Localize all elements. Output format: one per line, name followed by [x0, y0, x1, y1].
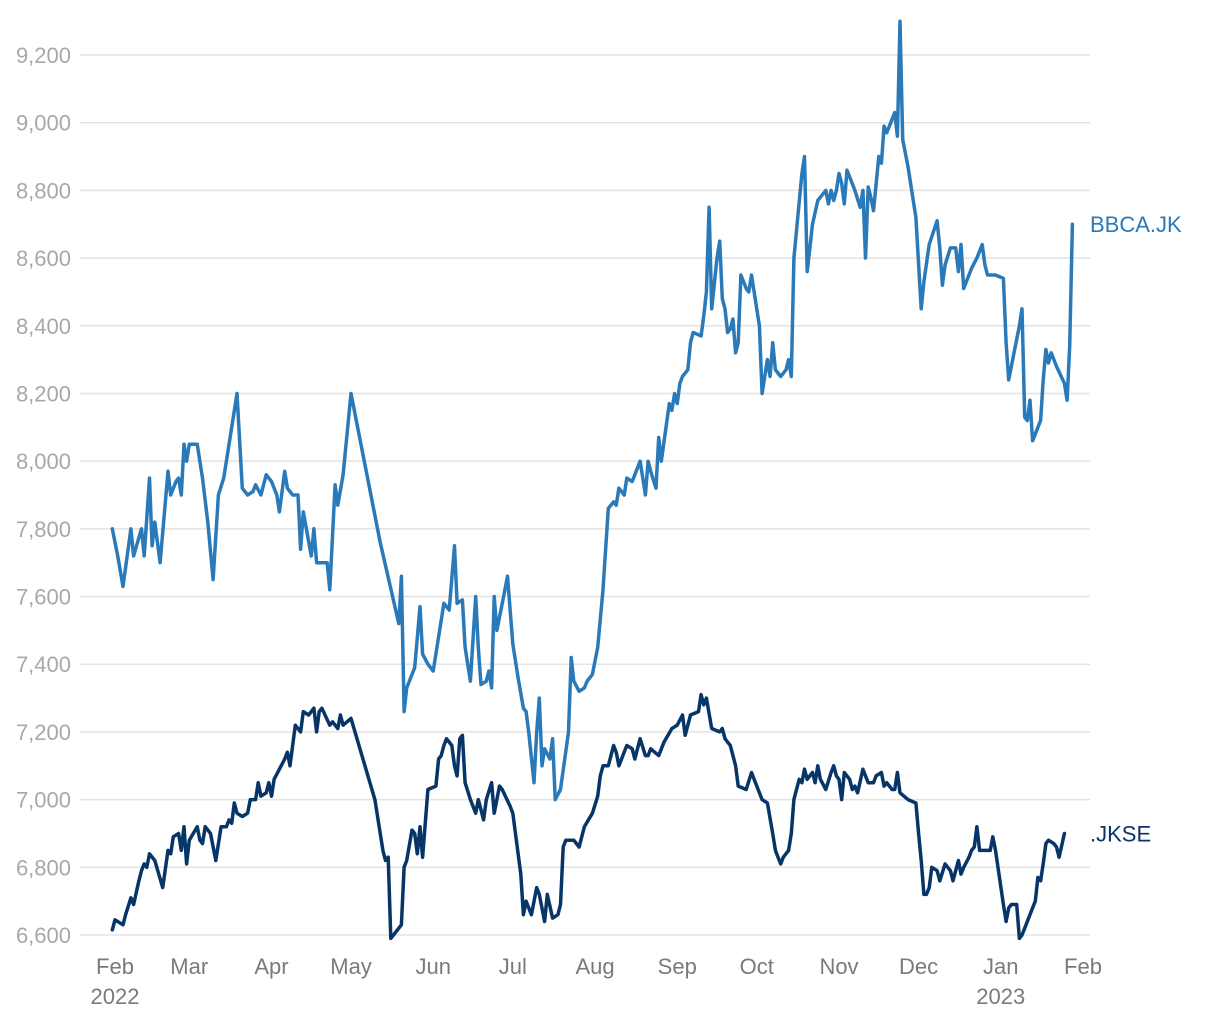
y-tick-label: 8,200	[16, 381, 71, 406]
y-tick-label: 7,600	[16, 585, 71, 610]
y-tick-label: 7,000	[16, 788, 71, 813]
x-tick-label: Feb	[1064, 954, 1102, 979]
x-tick-label: Apr	[254, 954, 288, 979]
y-tick-label: 7,800	[16, 517, 71, 542]
x-axis: Feb 2022 Mar Apr May Jun Jul Aug Sep Oct Nov Dec Jan…	[91, 954, 1102, 1009]
x-tick-label: Jul	[499, 954, 527, 979]
x-tick-label: Oct	[740, 954, 774, 979]
x-tick-label: Sep	[658, 954, 697, 979]
x-tick-label: Dec	[899, 954, 938, 979]
x-tick-year-label: 2022	[91, 984, 140, 1009]
series-label: .JKSE	[1090, 821, 1151, 846]
y-axis: 6,600 6,800 7,000 7,200 7,400 7,600 7,800 8,000…	[16, 43, 71, 948]
series-labels: BBCA.JK .JKSE	[1090, 212, 1182, 846]
y-tick-label: 7,200	[16, 720, 71, 745]
x-tick-label: Jun	[416, 954, 451, 979]
x-tick-label: May	[330, 954, 372, 979]
grid-lines	[80, 54, 1090, 936]
x-tick-year-label: 2023	[976, 984, 1025, 1009]
series-line	[110, 692, 1067, 941]
series-line	[110, 19, 1075, 802]
x-tick-label: Mar	[170, 954, 208, 979]
series-label: BBCA.JK	[1090, 212, 1182, 237]
x-tick-label: Nov	[819, 954, 858, 979]
x-tick-label: Feb	[96, 954, 134, 979]
x-tick-label: Aug	[575, 954, 614, 979]
series-lines	[110, 19, 1075, 941]
y-tick-label: 9,000	[16, 111, 71, 136]
y-tick-label: 6,800	[16, 855, 71, 880]
y-tick-label: 8,400	[16, 314, 71, 339]
y-tick-label: 8,600	[16, 246, 71, 271]
y-tick-label: 8,800	[16, 178, 71, 203]
y-tick-label: 7,400	[16, 652, 71, 677]
x-tick-label: Jan	[983, 954, 1018, 979]
y-tick-label: 6,600	[16, 923, 71, 948]
y-tick-label: 8,000	[16, 449, 71, 474]
y-tick-label: 9,200	[16, 43, 71, 68]
